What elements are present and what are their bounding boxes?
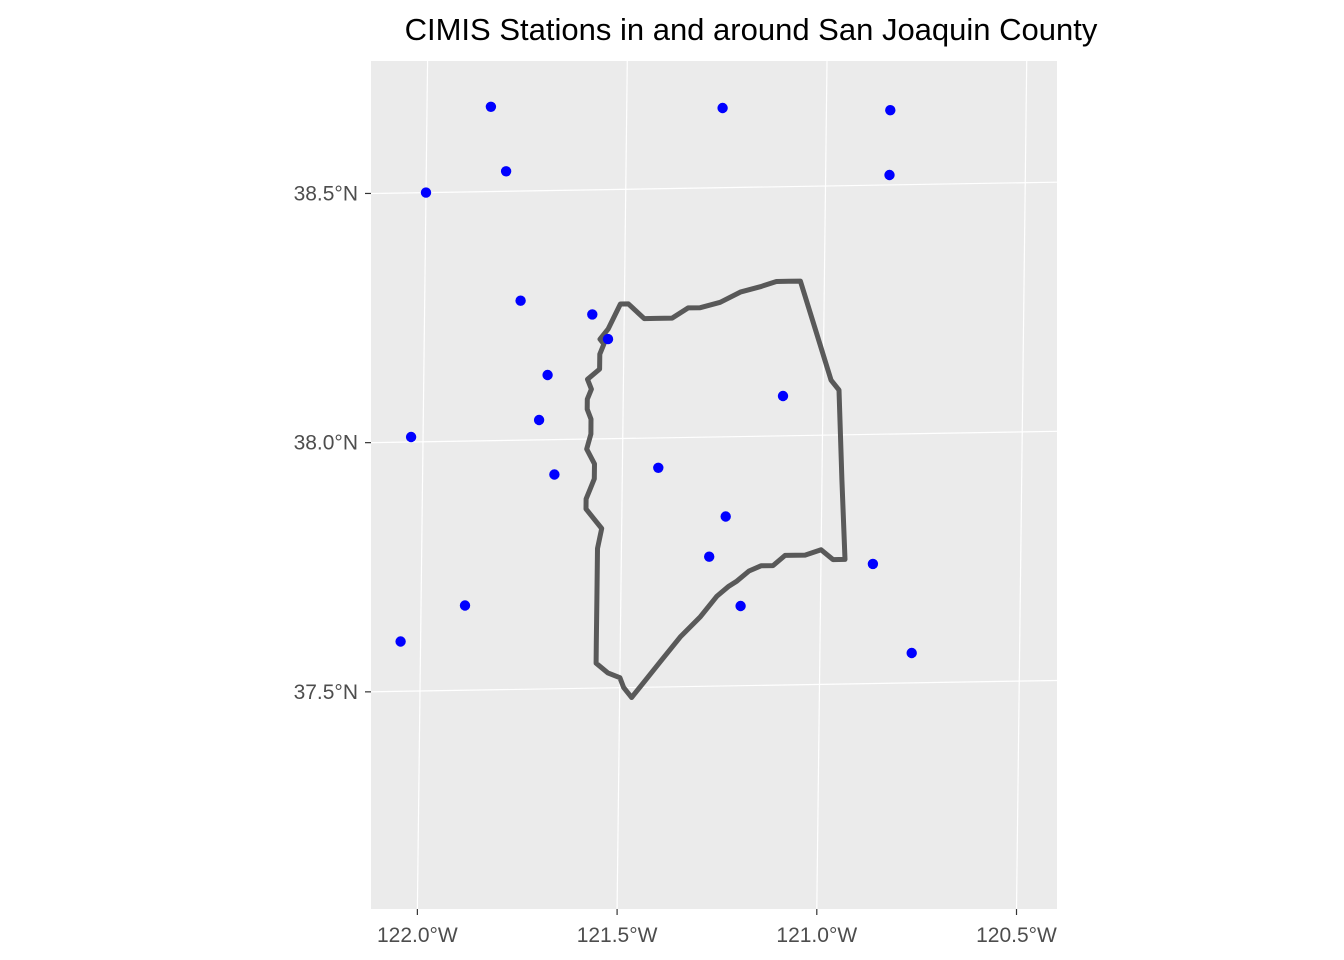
x-tick-label: 121.5°W (577, 924, 658, 947)
x-tick-label: 120.5°W (976, 924, 1057, 947)
x-axis-ticks: 122.0°W 121.5°W 121.0°W 120.5°W (377, 909, 1057, 947)
station-point (777, 390, 789, 402)
station-point (602, 333, 614, 345)
y-tick-label: 38.0°N (294, 432, 358, 455)
station-point (395, 636, 406, 647)
y-tick-label: 38.5°N (294, 182, 358, 205)
y-axis-ticks: 37.5°N 38.0°N 38.5°N (294, 182, 371, 704)
station-point (867, 558, 879, 570)
station-point (533, 414, 545, 426)
station-point (515, 295, 526, 306)
station-point (405, 431, 417, 443)
station-point (420, 187, 432, 198)
graticule (371, 61, 1057, 909)
x-tick-label: 122.0°W (377, 924, 458, 947)
station-point (459, 600, 471, 611)
x-tick-label: 121.0°W (776, 924, 857, 947)
station-point (735, 600, 746, 612)
county-boundary-layer (583, 278, 848, 700)
station-point (587, 309, 598, 320)
parallel-line (371, 679, 1057, 693)
station-point (549, 469, 560, 480)
station-points-layer (395, 101, 917, 659)
y-tick-label: 37.5°N (294, 681, 358, 704)
parallel-line (371, 181, 1057, 195)
station-point (500, 166, 512, 177)
station-point (704, 551, 715, 562)
map-panel (371, 61, 1057, 909)
parallel-line (371, 430, 1057, 444)
station-point (717, 102, 728, 114)
station-point (884, 169, 895, 181)
station-point (653, 462, 664, 473)
station-point (485, 101, 497, 113)
station-point (542, 369, 553, 381)
station-point (885, 105, 896, 116)
station-point (906, 647, 917, 659)
county-boundary (583, 278, 848, 700)
chart-title: CIMIS Stations in and around San Joaquin… (405, 12, 1098, 47)
station-point (720, 511, 731, 522)
